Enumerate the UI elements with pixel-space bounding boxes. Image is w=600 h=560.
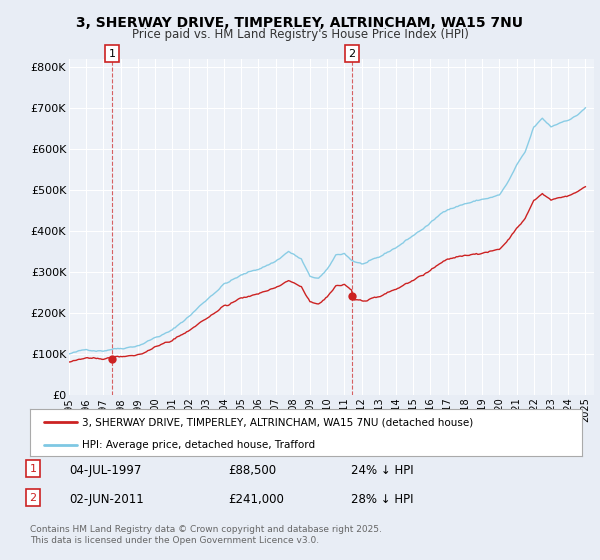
Text: 2: 2 <box>348 49 355 59</box>
Text: 04-JUL-1997: 04-JUL-1997 <box>69 464 142 477</box>
Text: £241,000: £241,000 <box>228 493 284 506</box>
Text: Contains HM Land Registry data © Crown copyright and database right 2025.
This d: Contains HM Land Registry data © Crown c… <box>30 525 382 545</box>
Text: 3, SHERWAY DRIVE, TIMPERLEY, ALTRINCHAM, WA15 7NU: 3, SHERWAY DRIVE, TIMPERLEY, ALTRINCHAM,… <box>77 16 523 30</box>
Text: Price paid vs. HM Land Registry's House Price Index (HPI): Price paid vs. HM Land Registry's House … <box>131 28 469 41</box>
Text: 2: 2 <box>29 493 37 503</box>
Text: 1: 1 <box>109 49 116 59</box>
Text: HPI: Average price, detached house, Trafford: HPI: Average price, detached house, Traf… <box>82 440 316 450</box>
Text: 02-JUN-2011: 02-JUN-2011 <box>69 493 144 506</box>
Text: 24% ↓ HPI: 24% ↓ HPI <box>351 464 413 477</box>
Text: £88,500: £88,500 <box>228 464 276 477</box>
Text: 28% ↓ HPI: 28% ↓ HPI <box>351 493 413 506</box>
Text: 1: 1 <box>29 464 37 474</box>
Text: 3, SHERWAY DRIVE, TIMPERLEY, ALTRINCHAM, WA15 7NU (detached house): 3, SHERWAY DRIVE, TIMPERLEY, ALTRINCHAM,… <box>82 417 473 427</box>
